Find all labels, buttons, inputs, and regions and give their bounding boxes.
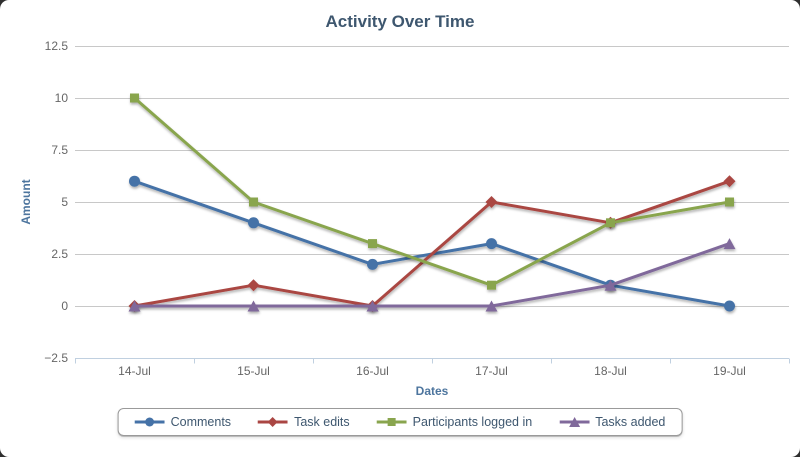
legend-label: Comments bbox=[170, 415, 232, 429]
legend-label: Task edits bbox=[294, 415, 350, 429]
x-tick-label-14-Jul: 14-Jul bbox=[118, 364, 151, 378]
chart-title: Activity Over Time bbox=[325, 12, 475, 31]
y-tick-label: 10 bbox=[55, 91, 69, 105]
legend-marker-shape bbox=[387, 418, 396, 426]
x-tick-label-16-Jul: 16-Jul bbox=[356, 364, 389, 378]
x-tick-label-17-Jul: 17-Jul bbox=[475, 364, 508, 378]
point-17-Jul-comments[interactable] bbox=[486, 238, 497, 250]
x-tick-labels: 14-Jul 15-Jul 16-Jul 17-Jul 18-Jul 19-Jul bbox=[118, 364, 746, 378]
point-15-Jul-tasks-added[interactable] bbox=[247, 300, 260, 312]
series-participants-logged-in bbox=[130, 93, 734, 290]
y-tick-label: 7.5 bbox=[51, 143, 68, 157]
point-19-Jul-comments[interactable] bbox=[724, 300, 735, 312]
legend-item-comments[interactable]: Comments bbox=[134, 415, 232, 429]
point-19-Jul-tasks-added[interactable] bbox=[723, 238, 736, 250]
series-line bbox=[133, 96, 731, 287]
x-tick-label-19-Jul: 19-Jul bbox=[713, 364, 746, 378]
x-tick-label-18-Jul: 18-Jul bbox=[594, 364, 627, 378]
legend-item-participants-logged-in[interactable]: Participants logged in bbox=[376, 415, 533, 429]
y-tick-label: 12.5 bbox=[45, 39, 69, 53]
square-legend-marker-icon bbox=[376, 418, 407, 426]
point-16-Jul-comments[interactable] bbox=[367, 258, 378, 270]
y-tick-label: −2.5 bbox=[44, 351, 68, 365]
legend-item-tasks-added[interactable]: Tasks added bbox=[559, 415, 665, 429]
point-16-Jul-tasks-added[interactable] bbox=[366, 300, 379, 312]
y-tick-label: 0 bbox=[61, 299, 68, 313]
point-15-Jul-comments[interactable] bbox=[248, 217, 259, 229]
diamond-legend-marker-icon bbox=[258, 417, 289, 427]
point-14-Jul-comments[interactable] bbox=[129, 175, 140, 187]
legend-item-task-edits[interactable]: Task edits bbox=[258, 415, 350, 429]
circle-legend-marker-icon bbox=[134, 417, 165, 427]
y-tick-labels: −2.5 0 2.5 5 7.5 10 12.5 bbox=[44, 39, 68, 365]
legend-marker-shape bbox=[145, 417, 155, 427]
series-tasks-added bbox=[128, 238, 736, 312]
point-19-Jul-participants-logged-in[interactable] bbox=[725, 197, 734, 207]
point-17-Jul-participants-logged-in[interactable] bbox=[487, 280, 496, 290]
x-axis bbox=[75, 358, 790, 364]
series-line bbox=[133, 242, 731, 308]
point-18-Jul-participants-logged-in[interactable] bbox=[606, 218, 615, 228]
triangle-legend-marker-icon bbox=[559, 417, 590, 427]
point-14-Jul-tasks-added[interactable] bbox=[128, 300, 141, 312]
legend-marker-shape bbox=[568, 417, 580, 427]
point-17-Jul-tasks-added[interactable] bbox=[485, 300, 498, 312]
point-17-Jul-task-edits[interactable] bbox=[485, 196, 498, 208]
y-tick-label: 2.5 bbox=[51, 247, 68, 261]
legend-label: Tasks added bbox=[595, 415, 666, 429]
x-tick-label-15-Jul: 15-Jul bbox=[237, 364, 270, 378]
point-14-Jul-participants-logged-in[interactable] bbox=[130, 93, 139, 103]
xaxis-title: Dates bbox=[415, 384, 449, 398]
point-15-Jul-participants-logged-in[interactable] bbox=[249, 197, 258, 207]
legend-box: Comments Task edits Participants logged in… bbox=[117, 408, 683, 436]
point-18-Jul-tasks-added[interactable] bbox=[604, 279, 617, 291]
legend-label: Participants logged in bbox=[412, 415, 533, 429]
y-tick-label: 5 bbox=[61, 195, 68, 209]
series-line bbox=[133, 179, 731, 308]
series-line bbox=[133, 179, 731, 308]
point-19-Jul-task-edits[interactable] bbox=[723, 175, 736, 188]
legend-marker-shape bbox=[268, 417, 279, 427]
point-15-Jul-task-edits[interactable] bbox=[247, 279, 260, 292]
point-16-Jul-participants-logged-in[interactable] bbox=[368, 239, 377, 249]
gridlines bbox=[75, 46, 789, 359]
